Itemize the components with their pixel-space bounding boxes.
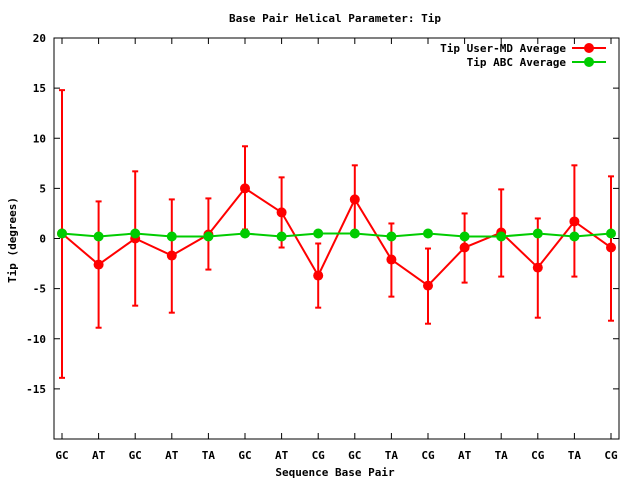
legend-marker — [584, 43, 594, 53]
x-tick-label: GC — [129, 449, 142, 462]
data-point — [569, 231, 580, 242]
x-tick-label: AT — [458, 449, 472, 462]
data-point — [313, 228, 324, 239]
data-point — [349, 194, 360, 205]
y-axis-label: Tip (degrees) — [6, 197, 19, 283]
legend-marker — [584, 57, 594, 67]
data-point — [166, 250, 177, 261]
series-line — [61, 232, 612, 238]
x-tick-label: TA — [385, 449, 399, 462]
x-tick-label: GC — [238, 449, 251, 462]
data-point — [240, 228, 250, 239]
data-point — [459, 231, 470, 242]
data-point — [93, 231, 104, 242]
data-point — [423, 280, 433, 291]
data-point — [496, 231, 507, 242]
data-point — [93, 259, 104, 270]
data-point — [349, 228, 360, 239]
x-tick-label: TA — [495, 449, 509, 462]
data-point — [386, 231, 397, 242]
data-point — [130, 228, 141, 239]
x-tick-label: CG — [604, 449, 618, 462]
data-point — [276, 207, 287, 218]
legend-label: Tip ABC Average — [467, 56, 567, 69]
data-point — [240, 183, 250, 194]
data-point — [276, 231, 287, 242]
y-tick-label: -15 — [26, 383, 46, 396]
x-tick-label: GC — [55, 449, 68, 462]
y-tick-label: 0 — [39, 233, 46, 246]
data-point — [203, 231, 214, 242]
data-point — [532, 228, 543, 239]
data-point — [423, 228, 433, 239]
x-tick-label: AT — [92, 449, 106, 462]
legend-label: Tip User-MD Average — [440, 42, 566, 55]
x-tick-label: CG — [312, 449, 326, 462]
x-tick-label: TA — [568, 449, 582, 462]
data-point — [166, 231, 177, 242]
data-point — [459, 242, 470, 253]
x-tick-label: TA — [202, 449, 216, 462]
chart-title: Base Pair Helical Parameter: Tip — [229, 12, 441, 25]
series-abc — [57, 228, 616, 242]
x-tick-label: CG — [531, 449, 545, 462]
data-point — [606, 242, 616, 253]
x-axis-label: Sequence Base Pair — [275, 466, 395, 479]
data-point — [386, 254, 397, 265]
data-point — [532, 262, 543, 273]
data-point — [57, 228, 67, 239]
y-tick-label: 15 — [33, 82, 46, 95]
axis-ticks: 20 15 10 5 0 -5 -10 -15 GC AT GC AT TA GC AT CG GC TA CG AT… — [26, 32, 619, 462]
y-tick-label: 10 — [33, 132, 46, 145]
chart-marks — [57, 89, 616, 379]
y-tick-label: 5 — [39, 182, 46, 195]
x-tick-label: GC — [348, 449, 361, 462]
series-line — [61, 187, 612, 287]
data-point — [313, 270, 324, 281]
y-tick-label: -10 — [26, 333, 46, 346]
x-tick-label: CG — [421, 449, 435, 462]
y-tick-label: 20 — [33, 32, 46, 45]
data-point — [606, 228, 616, 239]
x-tick-label: AT — [165, 449, 179, 462]
y-tick-label: -5 — [33, 283, 46, 296]
x-tick-label: AT — [275, 449, 289, 462]
data-point — [569, 216, 580, 227]
